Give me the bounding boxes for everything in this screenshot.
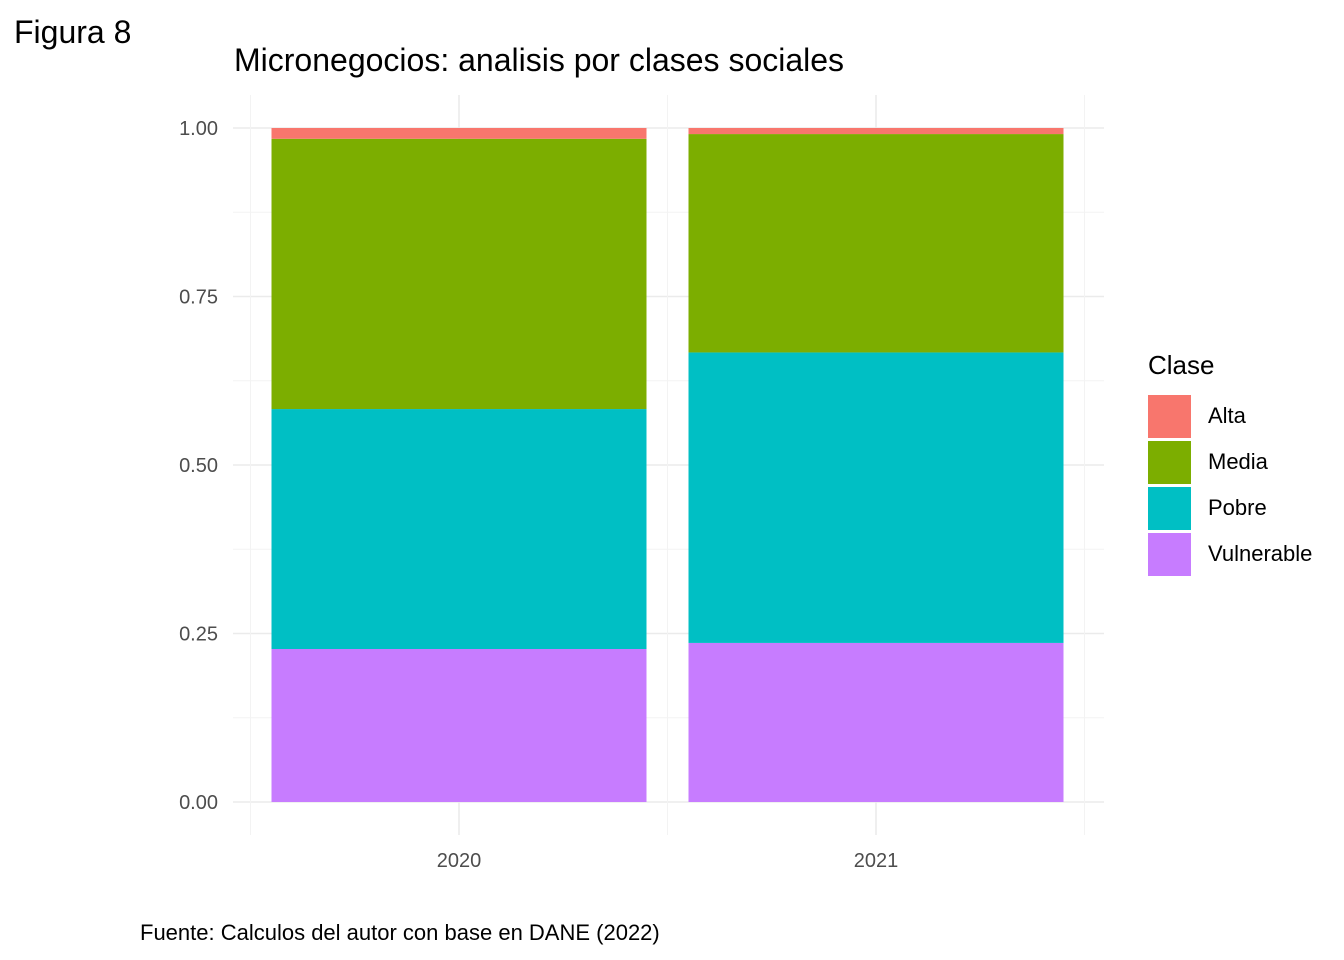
legend-swatch (1148, 440, 1191, 484)
bar-2020-alta (271, 128, 647, 139)
legend-label: Vulnerable (1208, 541, 1313, 566)
bar-2021-vulnerable (688, 642, 1064, 802)
y-tick-label: 1.00 (179, 118, 218, 140)
x-tick-label: 2020 (437, 850, 482, 872)
figure-label: Figura 8 (14, 14, 132, 50)
legend-swatch (1148, 532, 1191, 576)
legend-item-pobre: Pobre (1148, 485, 1312, 531)
bar-2020-media (271, 138, 647, 410)
y-tick-label: 0.50 (179, 455, 218, 477)
y-tick-label: 0.00 (179, 792, 218, 814)
legend-label: Alta (1208, 403, 1246, 428)
legend-label: Media (1208, 449, 1268, 474)
legend-swatch (1148, 394, 1191, 438)
legend-item-vulnerable: Vulnerable (1148, 531, 1312, 577)
source-caption: Fuente: Calculos del autor con base en D… (140, 920, 660, 945)
x-axis-ticks: 2020 2021 (437, 850, 899, 872)
legend-title: Clase (1148, 350, 1215, 380)
legend-item-media: Media (1148, 439, 1312, 485)
legend-item-alta: Alta (1148, 393, 1312, 439)
legend: Clase Alta Media Pobre Vulnerable (1148, 350, 1312, 577)
bar-2021-media (688, 134, 1064, 353)
x-tick-label: 2021 (854, 850, 899, 872)
bar-2021-alta (688, 128, 1064, 135)
bars (271, 128, 1064, 802)
chart-title: Micronegocios: analisis por clases socia… (234, 42, 845, 78)
y-tick-label: 0.25 (179, 624, 218, 646)
legend-swatch (1148, 486, 1191, 530)
bar-2021-pobre (688, 352, 1064, 643)
legend-items: Alta Media Pobre Vulnerable (1148, 393, 1312, 577)
legend-label: Pobre (1208, 495, 1267, 520)
bar-2020-pobre (271, 409, 647, 650)
y-tick-label: 0.75 (179, 287, 218, 309)
y-axis-ticks: 0.00 0.25 0.50 0.75 1.00 (179, 118, 218, 814)
bar-2020-vulnerable (271, 649, 647, 802)
